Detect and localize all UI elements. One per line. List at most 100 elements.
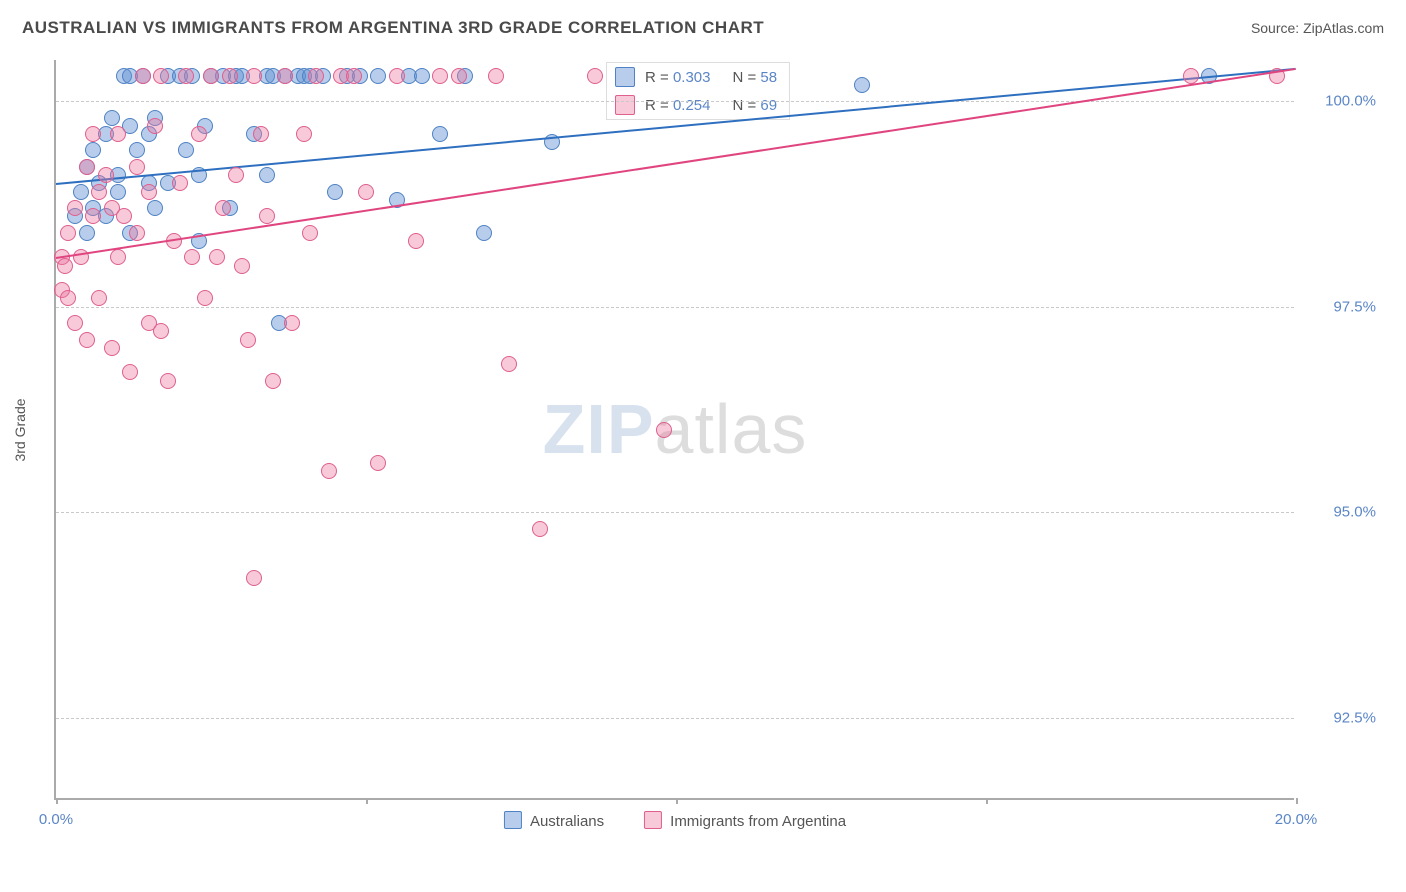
y-tick-label: 92.5% <box>1333 709 1376 726</box>
data-point <box>327 184 343 200</box>
data-point <box>451 68 467 84</box>
data-point <box>110 249 126 265</box>
data-point <box>656 422 672 438</box>
data-point <box>60 290 76 306</box>
x-tick-label: 20.0% <box>1275 811 1318 828</box>
data-point <box>79 159 95 175</box>
legend-swatch <box>504 811 522 829</box>
source-label: Source: ZipAtlas.com <box>1251 20 1384 36</box>
data-point <box>116 208 132 224</box>
x-tick <box>366 798 368 804</box>
data-point <box>85 142 101 158</box>
data-point <box>153 68 169 84</box>
data-point <box>284 315 300 331</box>
data-point <box>259 208 275 224</box>
data-point <box>85 208 101 224</box>
data-point <box>60 225 76 241</box>
data-point <box>259 167 275 183</box>
data-point <box>178 142 194 158</box>
data-point <box>389 68 405 84</box>
data-point <box>110 184 126 200</box>
data-point <box>321 463 337 479</box>
stats-row: R = 0.254N = 69 <box>607 91 789 119</box>
data-point <box>85 126 101 142</box>
data-point <box>370 68 386 84</box>
data-point <box>122 364 138 380</box>
data-point <box>532 521 548 537</box>
y-tick-label: 100.0% <box>1325 93 1376 110</box>
data-point <box>308 68 324 84</box>
data-point <box>246 68 262 84</box>
data-point <box>91 290 107 306</box>
data-point <box>209 249 225 265</box>
chart-title: AUSTRALIAN VS IMMIGRANTS FROM ARGENTINA … <box>22 18 764 38</box>
data-point <box>141 184 157 200</box>
data-point <box>370 455 386 471</box>
data-point <box>129 225 145 241</box>
data-point <box>203 68 219 84</box>
data-point <box>98 167 114 183</box>
data-point <box>414 68 430 84</box>
legend-item: Immigrants from Argentina <box>644 811 846 830</box>
data-point <box>191 126 207 142</box>
legend-item: Australians <box>504 811 604 830</box>
data-point <box>215 200 231 216</box>
data-point <box>67 200 83 216</box>
data-point <box>587 68 603 84</box>
gridline <box>56 101 1294 102</box>
data-point <box>222 68 238 84</box>
watermark: ZIPatlas <box>543 389 808 469</box>
x-tick <box>676 798 678 804</box>
data-point <box>67 315 83 331</box>
data-point <box>147 200 163 216</box>
data-point <box>277 68 293 84</box>
data-point <box>234 258 250 274</box>
data-point <box>172 175 188 191</box>
data-point <box>104 110 120 126</box>
data-point <box>147 118 163 134</box>
data-point <box>302 225 318 241</box>
legend-bottom: Australians Immigrants from Argentina <box>504 811 846 830</box>
data-point <box>246 570 262 586</box>
scatter-plot: ZIPatlas R = 0.303N = 58R = 0.254N = 69 … <box>54 60 1294 800</box>
data-point <box>854 77 870 93</box>
stats-row: R = 0.303N = 58 <box>607 63 789 91</box>
x-tick-label: 0.0% <box>39 811 73 828</box>
data-point <box>135 68 151 84</box>
data-point <box>432 126 448 142</box>
x-tick <box>56 798 58 804</box>
data-point <box>488 68 504 84</box>
data-point <box>178 68 194 84</box>
data-point <box>184 249 200 265</box>
data-point <box>296 126 312 142</box>
y-axis-label: 3rd Grade <box>12 398 28 461</box>
data-point <box>73 184 89 200</box>
series-swatch <box>615 67 635 87</box>
data-point <box>432 68 448 84</box>
legend-swatch <box>644 811 662 829</box>
data-point <box>253 126 269 142</box>
data-point <box>228 167 244 183</box>
y-tick-label: 97.5% <box>1333 298 1376 315</box>
data-point <box>129 142 145 158</box>
data-point <box>476 225 492 241</box>
gridline <box>56 307 1294 308</box>
y-tick-label: 95.0% <box>1333 504 1376 521</box>
gridline <box>56 512 1294 513</box>
data-point <box>153 323 169 339</box>
x-tick <box>1296 798 1298 804</box>
data-point <box>91 184 107 200</box>
gridline <box>56 718 1294 719</box>
data-point <box>57 258 73 274</box>
data-point <box>79 225 95 241</box>
data-point <box>501 356 517 372</box>
data-point <box>79 332 95 348</box>
data-point <box>408 233 424 249</box>
data-point <box>129 159 145 175</box>
data-point <box>346 68 362 84</box>
data-point <box>197 290 213 306</box>
data-point <box>104 340 120 356</box>
data-point <box>265 373 281 389</box>
data-point <box>240 332 256 348</box>
series-swatch <box>615 95 635 115</box>
